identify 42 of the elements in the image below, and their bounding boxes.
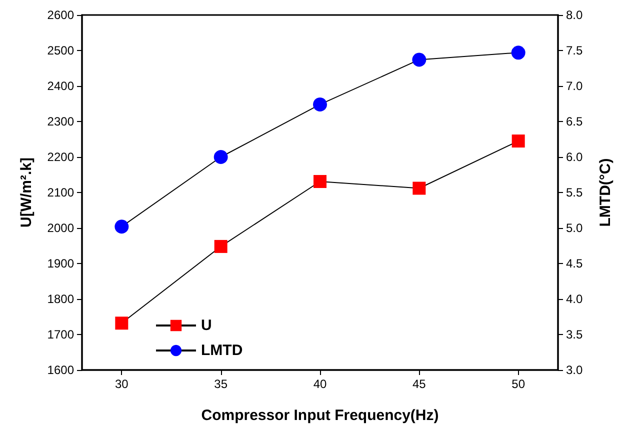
y2-tick-label: 4.0 xyxy=(566,292,584,306)
x-tick-label: 50 xyxy=(512,377,526,391)
y2-tick-label: 3.5 xyxy=(566,328,584,342)
y2-tick-label: 5.5 xyxy=(566,186,584,200)
y-tick-label: 2400 xyxy=(47,79,74,93)
x-tick-label: 40 xyxy=(313,377,327,391)
y2-tick-label: 3.0 xyxy=(566,363,584,377)
point xyxy=(512,134,525,148)
y-tick-label: 2300 xyxy=(47,114,74,128)
point xyxy=(412,52,426,67)
y2-tick-label: 7.0 xyxy=(566,79,584,93)
legend-label: LMTD xyxy=(201,342,243,359)
y-tick-label: 1800 xyxy=(47,292,74,306)
y2-axis-title: LMTD(°C) xyxy=(597,158,614,227)
y2-tick-label: 4.5 xyxy=(566,256,584,270)
x-tick-label: 45 xyxy=(412,377,426,391)
x-tick-label: 30 xyxy=(114,377,129,391)
point xyxy=(412,182,426,195)
y2-tick-label: 8.0 xyxy=(566,8,584,22)
y2-tick-label: 6.0 xyxy=(566,150,584,164)
point xyxy=(313,97,327,112)
y-tick-label: 2600 xyxy=(47,8,74,22)
y-tick-label: 1900 xyxy=(47,256,74,270)
point xyxy=(511,46,526,60)
x-axis-title: Compressor Input Frequency(Hz) xyxy=(201,407,439,424)
y-tick-label: 1700 xyxy=(47,328,74,342)
point xyxy=(114,220,129,234)
y-tick-label: 2200 xyxy=(47,150,74,164)
y-tick-label: 2100 xyxy=(47,186,74,200)
y-axis-title: U[W/m².k] xyxy=(18,158,35,228)
point xyxy=(314,174,326,188)
x-tick-label: 35 xyxy=(214,377,228,391)
y2-tick-label: 5.0 xyxy=(566,221,584,235)
point xyxy=(214,240,228,253)
legend-label: U xyxy=(201,317,212,334)
point xyxy=(115,316,128,330)
point xyxy=(214,150,228,164)
y2-tick-label: 7.5 xyxy=(566,44,584,58)
y-tick-label: 1600 xyxy=(47,363,74,377)
y2-tick-label: 6.5 xyxy=(566,114,584,128)
y-tick-label: 2000 xyxy=(47,221,74,235)
y-tick-label: 2500 xyxy=(47,44,74,58)
